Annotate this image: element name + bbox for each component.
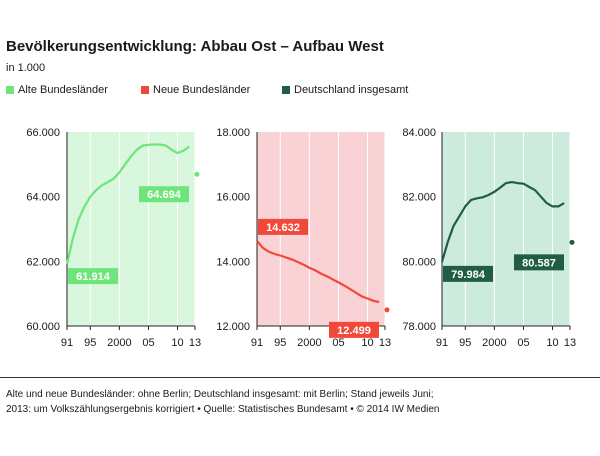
value-label-neue-1: 12.499 xyxy=(337,325,371,337)
value-label-gesamt-0: 79.984 xyxy=(451,269,486,281)
plot-background-gesamt xyxy=(442,132,570,326)
value-label-gesamt-1: 80.587 xyxy=(522,257,556,269)
y-tick-label-alte-3: 66.000 xyxy=(26,127,60,139)
footnote-line-1: Alte und neue Bundesländer: ohne Berlin;… xyxy=(6,389,434,400)
footnote-divider xyxy=(0,377,600,378)
x-tick-label-alte-1: 95 xyxy=(84,337,96,349)
y-tick-label-neue-3: 18.000 xyxy=(216,127,250,139)
legend-label-neue: Neue Bundesländer xyxy=(153,84,251,96)
y-tick-label-neue-1: 14.000 xyxy=(216,256,250,268)
x-tick-label-neue-5: 13 xyxy=(379,337,391,349)
footnote: Alte und neue Bundesländer: ohne Berlin;… xyxy=(6,387,596,417)
x-tick-label-alte-2: 2000 xyxy=(107,337,131,349)
legend-item-gesamt: Deutschland insgesamt xyxy=(282,84,408,96)
series-line-alte xyxy=(65,143,190,265)
value-label-box-gesamt-1 xyxy=(514,254,564,271)
footnote-line-2: 2013: um Volkszählungsergebnis korrigier… xyxy=(6,404,440,415)
y-tick-label-alte-2: 64.000 xyxy=(26,192,60,204)
x-tick-label-gesamt-4: 10 xyxy=(546,337,558,349)
legend: Alte Bundesländer Neue Bundesländer Deut… xyxy=(0,84,600,100)
series-line-gesamt xyxy=(440,181,565,263)
y-tick-label-gesamt-1: 80.000 xyxy=(402,256,436,268)
x-tick-label-gesamt-1: 95 xyxy=(459,337,471,349)
y-tick-label-neue-2: 16.000 xyxy=(216,192,250,204)
y-tick-label-neue-0: 12.000 xyxy=(216,321,250,333)
legend-swatch-gesamt xyxy=(282,86,290,94)
value-label-box-neue-0 xyxy=(258,218,308,235)
x-tick-label-neue-1: 95 xyxy=(274,337,286,349)
x-tick-label-neue-4: 10 xyxy=(361,337,373,349)
x-tick-label-neue-2: 2000 xyxy=(297,337,321,349)
x-tick-label-gesamt-0: 91 xyxy=(436,337,448,349)
legend-swatch-alte xyxy=(6,86,14,94)
chart-subtitle: in 1.000 xyxy=(6,62,46,74)
legend-label-alte: Alte Bundesländer xyxy=(18,84,108,96)
y-tick-label-gesamt-0: 78.000 xyxy=(402,321,436,333)
legend-item-alte: Alte Bundesländer xyxy=(6,84,108,96)
x-tick-label-gesamt-2: 2000 xyxy=(482,337,506,349)
y-tick-label-gesamt-3: 84.000 xyxy=(402,127,436,139)
x-tick-label-alte-0: 91 xyxy=(61,337,73,349)
chart-title: Bevölkerungsentwicklung: Abbau Ost – Auf… xyxy=(6,38,384,55)
y-tick-label-alte-0: 60.000 xyxy=(26,321,60,333)
value-label-neue-0: 14.632 xyxy=(266,222,300,234)
legend-label-gesamt: Deutschland insgesamt xyxy=(294,84,409,96)
x-tick-label-alte-4: 10 xyxy=(171,337,183,349)
x-tick-label-gesamt-5: 13 xyxy=(564,337,576,349)
value-label-alte-1: 64.694 xyxy=(147,189,182,201)
series-line-neue xyxy=(256,240,380,304)
legend-item-neue: Neue Bundesländer xyxy=(141,84,250,96)
charts-canvas: 60.000 62.000 64.000 66.000 91 95 2000 05 10 13 61… xyxy=(26,127,576,349)
x-tick-label-alte-5: 13 xyxy=(189,337,201,349)
value-label-box-gesamt-0 xyxy=(443,265,493,282)
x-tick-label-gesamt-3: 05 xyxy=(517,337,529,349)
y-tick-label-alte-1: 62.000 xyxy=(26,256,60,268)
point-2013-alte xyxy=(194,171,200,177)
y-tick-label-gesamt-2: 82.000 xyxy=(402,192,436,204)
x-tick-label-alte-3: 05 xyxy=(142,337,154,349)
value-label-box-neue-1 xyxy=(329,321,379,338)
plot-background-alte xyxy=(67,132,195,326)
legend-swatch-neue xyxy=(141,86,149,94)
point-2013-gesamt xyxy=(569,239,575,245)
x-tick-label-neue-3: 05 xyxy=(332,337,344,349)
value-label-box-alte-0 xyxy=(68,268,118,285)
x-tick-label-neue-0: 91 xyxy=(251,337,263,349)
point-2013-neue xyxy=(384,307,390,313)
value-label-box-alte-1 xyxy=(139,186,189,203)
value-label-alte-0: 61.914 xyxy=(76,271,111,283)
